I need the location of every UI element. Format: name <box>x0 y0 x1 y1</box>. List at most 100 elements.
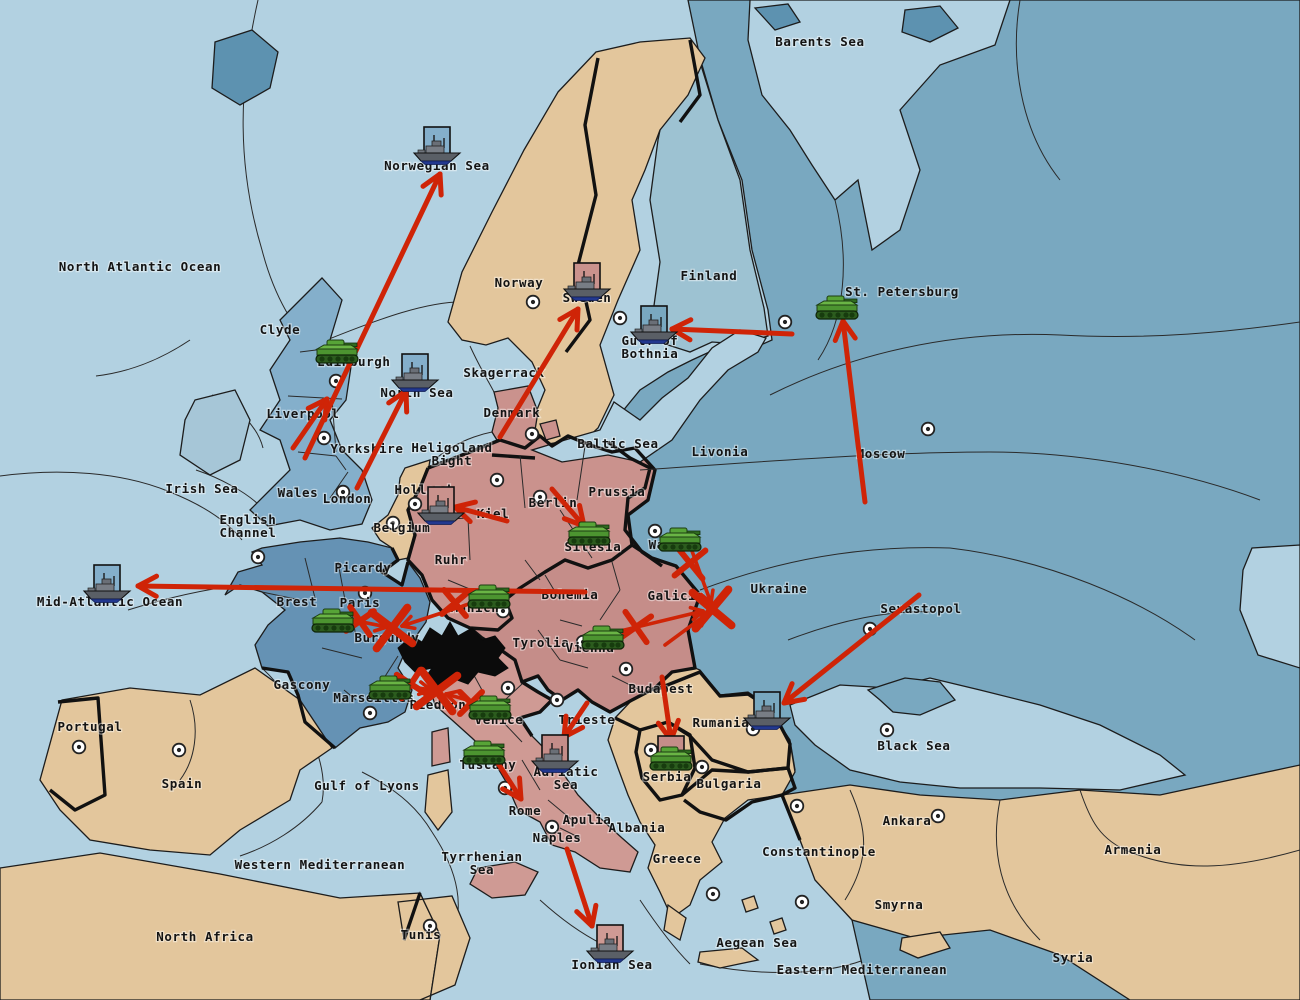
supply-center-dot <box>524 426 540 442</box>
failed-order-x <box>438 586 472 620</box>
supply-center-dot <box>794 894 810 910</box>
unit-army-vienna[interactable] <box>581 625 625 650</box>
supply-center-dot <box>71 739 87 755</box>
sea-boundary-line <box>0 471 243 541</box>
unit-fleet-north-sea[interactable] <box>390 353 440 392</box>
sea-boundary-line <box>639 899 691 965</box>
supply-center-dot <box>879 722 895 738</box>
national-border <box>518 680 554 737</box>
region-label-tyrrhenian-sea: Sea <box>470 862 494 877</box>
unit-army-venice[interactable] <box>468 695 512 720</box>
land-ireland <box>179 389 251 476</box>
army-tank-icon <box>311 608 355 633</box>
unit-fleet-adriatic-sea[interactable] <box>530 734 580 773</box>
supply-center-dot <box>694 759 710 775</box>
unit-fleet-mid-atlantic-ocean[interactable] <box>82 564 132 603</box>
land-arctic-isle-1 <box>753 3 802 31</box>
supply-center-dot <box>385 515 401 531</box>
region-border-line <box>179 699 196 781</box>
region-label-baltic-sea: Baltic Sea <box>577 436 658 451</box>
region-label-armenia: Armenia <box>1105 842 1162 857</box>
region-label-greece: Greece <box>653 851 702 866</box>
unit-fleet-gulf-of-bothnia[interactable] <box>629 305 679 344</box>
army-tank-icon <box>462 740 506 765</box>
national-border <box>680 766 797 822</box>
region-label-wales: Wales <box>278 485 319 500</box>
supply-center-dot <box>777 314 793 330</box>
failed-order-x <box>617 608 655 646</box>
fleet-ship-icon <box>530 743 580 773</box>
unit-army-marseilles[interactable] <box>368 675 412 700</box>
national-border <box>564 57 600 354</box>
supply-center-dot <box>612 310 628 326</box>
region-label-livonia: Livonia <box>692 444 749 459</box>
land-turkey <box>781 764 1300 1000</box>
region-label-brest: Brest <box>277 594 318 609</box>
sea-boundary-line <box>361 771 433 833</box>
fleet-ship-icon <box>416 495 466 525</box>
region-label-ionian-sea: Ionian Sea <box>571 957 652 972</box>
region-label-aegean-sea: Aegean Sea <box>716 935 797 950</box>
supply-center-dot <box>789 798 805 814</box>
national-border <box>380 547 410 587</box>
supply-center-dot <box>316 430 332 446</box>
unit-army-silesia[interactable] <box>567 521 611 546</box>
army-tank-icon <box>649 746 693 771</box>
order-arrow-success <box>781 592 922 706</box>
supply-center-dot <box>525 294 541 310</box>
region-label-naples: Naples <box>533 830 582 845</box>
land-cyprus <box>899 931 951 959</box>
supply-center-dot <box>532 489 548 505</box>
supply-center-dot <box>407 496 423 512</box>
supply-center-dot <box>500 680 516 696</box>
failed-order-x <box>412 666 462 716</box>
land-aegean-isle-1 <box>741 895 759 913</box>
unit-army-st-petersburg[interactable] <box>815 295 859 320</box>
sea-boundary-line <box>195 469 261 507</box>
supply-center-dot <box>647 523 663 539</box>
unit-army-edinburgh[interactable] <box>315 339 359 364</box>
region-label-english-channel: English <box>220 512 277 527</box>
region-label-serbia: Serbia <box>643 769 692 784</box>
region-border-line <box>537 561 641 691</box>
region-label-gulf-of-bothnia: Bothnia <box>622 346 679 361</box>
unit-army-warsaw[interactable] <box>658 527 702 552</box>
region-label-ruhr: Ruhr <box>435 552 468 567</box>
army-tank-icon <box>567 521 611 546</box>
region-label-paris: Paris <box>340 595 381 610</box>
order-arrow-success <box>302 171 444 461</box>
supply-center-dot <box>250 549 266 565</box>
region-border-line <box>287 347 349 499</box>
region-label-yorkshire: Yorkshire <box>330 441 403 456</box>
unit-army-tuscany[interactable] <box>462 740 506 765</box>
region-label-adriatic-sea: Sea <box>554 777 578 792</box>
unit-fleet-rumania[interactable] <box>742 691 792 730</box>
region-label-tunis: Tunis <box>401 927 442 942</box>
land-arctic-isle-2 <box>901 5 960 43</box>
supply-center-dot <box>335 484 351 500</box>
land-crimea <box>866 677 957 716</box>
region-label-norway: Norway <box>495 275 544 290</box>
region-label-budapest: Budapest <box>628 681 693 696</box>
unit-fleet-holland[interactable] <box>416 486 466 525</box>
supply-center-dot <box>549 692 565 708</box>
land-crete <box>697 947 760 969</box>
unit-army-munich[interactable] <box>467 584 511 609</box>
order-arrow-success <box>354 388 410 491</box>
region-label-barents-sea: Barents Sea <box>775 34 864 49</box>
region-label-western-mediterranean: Western Mediterranean <box>235 857 406 872</box>
army-tank-icon <box>467 584 511 609</box>
order-arrow-success <box>564 846 599 929</box>
fleet-ship-icon <box>629 314 679 344</box>
region-label-portugal: Portugal <box>57 719 122 734</box>
region-label-constantinople: Constantinople <box>762 844 876 859</box>
unit-fleet-sweden[interactable] <box>562 262 612 301</box>
unit-army-serbia[interactable] <box>649 735 693 771</box>
unit-fleet-norwegian-sea[interactable] <box>412 126 462 165</box>
unit-army-paris[interactable] <box>311 608 355 633</box>
fleet-ship-icon <box>412 135 462 165</box>
land-danish-isle-1 <box>539 419 561 441</box>
supply-center-dot <box>920 421 936 437</box>
unit-fleet-ionian-sea[interactable] <box>585 924 635 963</box>
